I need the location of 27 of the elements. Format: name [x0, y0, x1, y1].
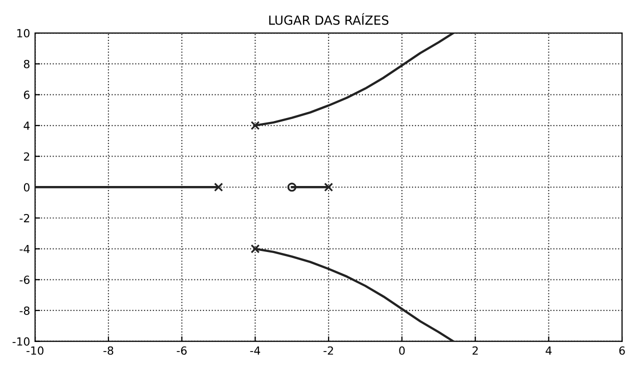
y-tick-label: 10	[17, 29, 30, 38]
y-tick-label: -6	[20, 276, 30, 284]
y-tick-label: 2	[24, 152, 30, 161]
y-tick-label: -10	[12, 337, 30, 346]
x-tick-label: 4	[546, 346, 552, 355]
line-series	[254, 248, 454, 342]
y-tick-label: 4	[24, 122, 30, 130]
point	[214, 182, 224, 192]
point	[250, 244, 260, 254]
x-tick-label: -6	[176, 346, 187, 355]
y-tick-label: 8	[24, 60, 30, 68]
x-tick-label: 2	[472, 346, 478, 355]
y-tick-label: 6	[24, 90, 30, 100]
x-tick-label: -2	[324, 346, 333, 355]
x-tick-label: 0	[399, 346, 405, 355]
y-tick-label: -8	[20, 306, 30, 315]
x-tick-label: -4	[250, 346, 260, 355]
y-tick-label: -2	[20, 214, 30, 222]
y-tick-label: -4	[20, 244, 30, 254]
chart-title: LUGAR DAS RAÍZES	[269, 13, 388, 25]
line-series	[254, 33, 454, 127]
y-tick-label: 0	[24, 183, 30, 192]
x-tick-label: 6	[619, 346, 625, 355]
point	[287, 182, 296, 192]
x-tick-label: -8	[103, 346, 114, 355]
point	[324, 182, 334, 192]
point	[250, 121, 260, 130]
